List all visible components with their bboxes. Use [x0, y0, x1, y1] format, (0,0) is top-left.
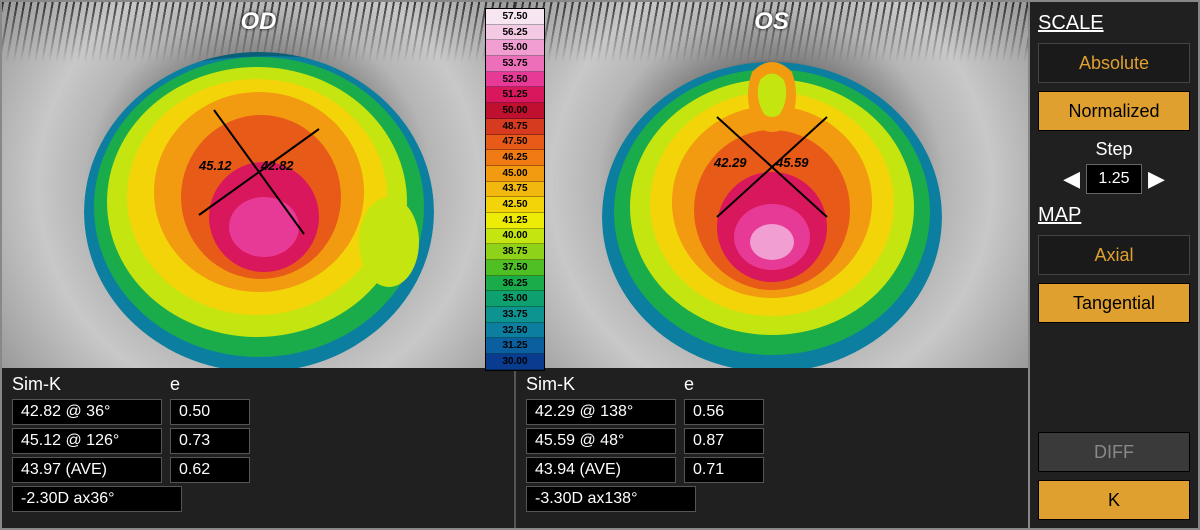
- sidebar: SCALE Absolute Normalized Step ◀ 1.25 ▶ …: [1028, 2, 1198, 528]
- table-cell: 45.12 @ 126°: [12, 428, 162, 454]
- e-header: e: [170, 374, 250, 395]
- legend-swatch: 32.50: [486, 323, 544, 339]
- legend-swatch: 45.00: [486, 166, 544, 182]
- topo-os: 42.29 45.59: [592, 42, 952, 368]
- table-cell: 42.29 @ 138°: [526, 399, 676, 425]
- app-root: OD: [0, 0, 1200, 530]
- main-panel: OD: [2, 2, 1028, 528]
- step-decrease-icon[interactable]: ◀: [1063, 166, 1080, 192]
- step-label: Step: [1095, 139, 1132, 160]
- legend-swatch: 40.00: [486, 229, 544, 245]
- k1-od: 45.12: [198, 158, 232, 173]
- table-cell: 45.59 @ 48°: [526, 428, 676, 454]
- table-cell: 0.71: [684, 457, 764, 483]
- eye-label-od: OD: [241, 8, 277, 36]
- legend-swatch: 30.00: [486, 354, 544, 370]
- k1-os: 42.29: [713, 155, 747, 170]
- step-control: Step ◀ 1.25 ▶: [1038, 139, 1190, 194]
- legend-swatch: 53.75: [486, 56, 544, 72]
- absolute-button[interactable]: Absolute: [1038, 43, 1190, 83]
- astig-cell: -3.30D ax138°: [526, 486, 696, 512]
- table-cell: 0.73: [170, 428, 250, 454]
- table-cell: 0.87: [684, 428, 764, 454]
- axial-button[interactable]: Axial: [1038, 235, 1190, 275]
- e-header: e: [684, 374, 764, 395]
- legend-swatch: 50.00: [486, 103, 544, 119]
- legend-swatch: 56.25: [486, 25, 544, 41]
- table-cell: 42.82 @ 36°: [12, 399, 162, 425]
- k2-od: 42.82: [260, 158, 294, 173]
- table-cell: 0.56: [684, 399, 764, 425]
- eye-label-os: OS: [754, 8, 789, 36]
- diff-button[interactable]: DIFF: [1038, 432, 1190, 472]
- table-od: Sim-K e 42.82 @ 36° 0.50 45.12 @ 126° 0.73…: [2, 368, 514, 528]
- step-value: 1.25: [1086, 164, 1142, 194]
- simk-header: Sim-K: [526, 374, 676, 395]
- k2-os: 45.59: [775, 155, 809, 170]
- legend-swatch: 37.50: [486, 260, 544, 276]
- table-cell: 43.94 (AVE): [526, 457, 676, 483]
- topography-maps: OD: [2, 2, 1028, 368]
- legend-swatch: 55.00: [486, 40, 544, 56]
- table-cell: 0.50: [170, 399, 250, 425]
- eye-od: OD: [2, 2, 515, 368]
- tangential-button[interactable]: Tangential: [1038, 283, 1190, 323]
- legend-swatch: 43.75: [486, 182, 544, 198]
- legend-swatch: 48.75: [486, 119, 544, 135]
- legend-swatch: 46.25: [486, 150, 544, 166]
- legend-swatch: 52.50: [486, 72, 544, 88]
- legend-swatch: 33.75: [486, 307, 544, 323]
- normalized-button[interactable]: Normalized: [1038, 91, 1190, 131]
- legend-swatch: 57.50: [486, 9, 544, 25]
- k-button[interactable]: K: [1038, 480, 1190, 520]
- color-legend: 57.5056.2555.0053.7552.5051.2550.0048.75…: [485, 8, 545, 371]
- legend-swatch: 35.00: [486, 291, 544, 307]
- astig-cell: -2.30D ax36°: [12, 486, 182, 512]
- table-cell: 43.97 (AVE): [12, 457, 162, 483]
- topo-od: 45.12 42.82: [79, 42, 439, 368]
- legend-swatch: 41.25: [486, 213, 544, 229]
- data-tables: Sim-K e 42.82 @ 36° 0.50 45.12 @ 126° 0.73…: [2, 368, 1028, 528]
- legend-swatch: 36.25: [486, 276, 544, 292]
- legend-swatch: 47.50: [486, 135, 544, 151]
- legend-swatch: 38.75: [486, 244, 544, 260]
- scale-section-label: SCALE: [1038, 12, 1190, 35]
- table-os: Sim-K e 42.29 @ 138° 0.56 45.59 @ 48° 0.87…: [514, 368, 1028, 528]
- eye-os: OS: [515, 2, 1028, 368]
- map-section-label: MAP: [1038, 204, 1190, 227]
- table-cell: 0.62: [170, 457, 250, 483]
- legend-swatch: 31.25: [486, 338, 544, 354]
- legend-swatch: 51.25: [486, 87, 544, 103]
- step-increase-icon[interactable]: ▶: [1148, 166, 1165, 192]
- legend-swatch: 42.50: [486, 197, 544, 213]
- simk-header: Sim-K: [12, 374, 162, 395]
